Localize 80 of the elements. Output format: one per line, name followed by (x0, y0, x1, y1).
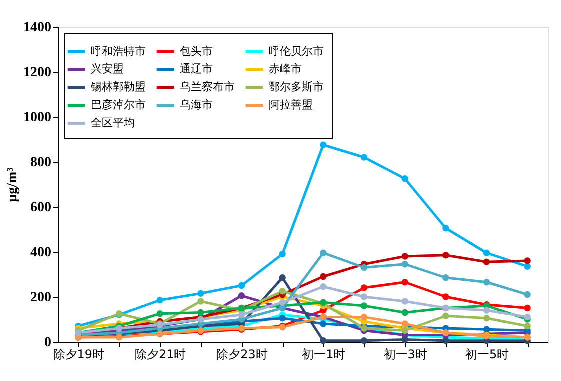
x-tick-label: 除夕21时 (134, 348, 186, 362)
point (442, 225, 450, 232)
point (198, 290, 204, 297)
legend-label: 赤峰市 (269, 62, 302, 76)
point (442, 312, 450, 320)
legend-label: 呼和浩特市 (91, 44, 146, 58)
point (320, 142, 327, 148)
x-tick-label: 除夕23时 (216, 348, 268, 362)
legend-label: 巴彦淖尔市 (91, 98, 146, 112)
point (483, 307, 490, 314)
y-tick-label: 200 (30, 290, 52, 306)
legend-label: 包头市 (180, 44, 213, 58)
point (238, 312, 246, 318)
legend-label: 通辽市 (180, 62, 213, 76)
point (402, 320, 408, 328)
point (483, 250, 490, 256)
y-tick-label: 1200 (24, 66, 52, 80)
point (442, 252, 450, 259)
legend-label: 乌海市 (180, 98, 213, 112)
y-tick-label: 0 (44, 336, 52, 350)
point (402, 336, 408, 344)
point (524, 314, 531, 321)
point (279, 288, 286, 295)
point (156, 310, 164, 318)
point (320, 338, 327, 344)
point (279, 250, 286, 258)
point (198, 309, 204, 316)
point (524, 304, 531, 312)
y-tick-label: 1000 (24, 110, 52, 126)
point (402, 253, 408, 260)
point (402, 176, 408, 182)
point (360, 338, 368, 344)
point (360, 154, 368, 161)
x-tick-label: 初一5时 (465, 348, 510, 362)
point (279, 274, 286, 282)
point (483, 258, 490, 266)
y-tick-label: 800 (30, 156, 52, 170)
point (238, 292, 246, 300)
point (198, 298, 204, 305)
point (402, 309, 408, 316)
point (524, 263, 531, 270)
point (320, 250, 327, 256)
x-tick-label: 除夕19时 (53, 348, 105, 362)
point (402, 298, 408, 305)
legend-label: 乌兰察布市 (180, 80, 235, 94)
point (442, 294, 450, 300)
point (360, 314, 368, 321)
point (279, 315, 286, 322)
point (524, 322, 531, 330)
legend-label: 鄂尔多斯市 (269, 80, 324, 94)
point (360, 284, 368, 292)
point (402, 279, 408, 286)
point (320, 320, 327, 328)
point (402, 327, 408, 334)
legend-label: 锡林郭勒盟 (90, 80, 146, 94)
point (360, 264, 368, 272)
y-axis-title: μg/m³ (6, 168, 20, 202)
point (442, 338, 450, 344)
legend-label: 呼伦贝尔市 (269, 44, 324, 58)
point (483, 315, 490, 322)
point (320, 284, 327, 290)
point (483, 326, 490, 333)
y-tick-label: 1400 (24, 20, 52, 36)
x-tick-label: 初一1时 (302, 348, 346, 362)
point (360, 294, 368, 300)
point (483, 279, 490, 286)
legend-label: 全区平均 (91, 116, 135, 130)
point (360, 302, 368, 310)
y-tick-label: 400 (30, 246, 52, 260)
point (156, 297, 164, 304)
legend-label: 兴安盟 (91, 62, 124, 76)
point (320, 273, 327, 280)
point (442, 274, 450, 282)
legend-label: 阿拉善盟 (269, 98, 313, 112)
point (524, 291, 531, 298)
x-tick-label: 初一3时 (384, 348, 428, 362)
point (238, 282, 246, 290)
point (524, 258, 531, 264)
point (402, 261, 408, 268)
y-tick-label: 600 (30, 200, 52, 216)
